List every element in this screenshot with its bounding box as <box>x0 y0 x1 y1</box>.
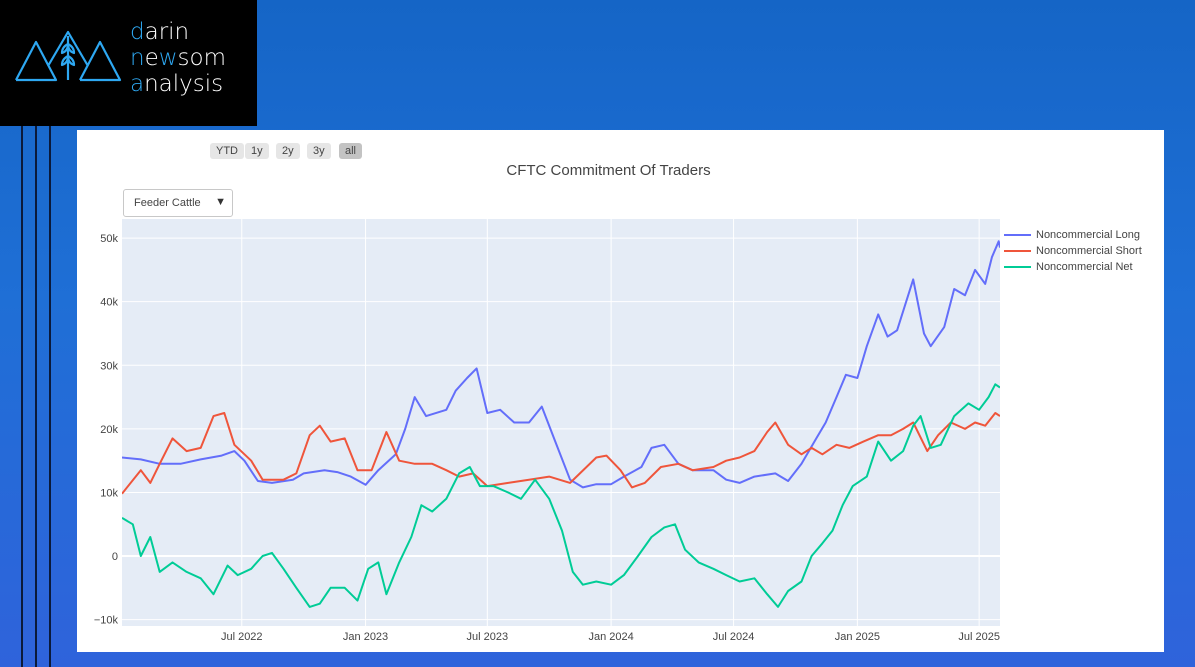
brand-wordmark: darin newsom analysis <box>130 19 227 97</box>
y-tick-label: 50k <box>100 233 118 245</box>
legend-item[interactable]: Noncommercial Short <box>1004 243 1142 259</box>
legend-label: Noncommercial Long <box>1036 229 1140 241</box>
x-tick-label: Jul 2025 <box>958 631 1000 643</box>
x-tick-label: Jul 2023 <box>467 631 509 643</box>
plot-area <box>122 219 1000 626</box>
range-button-ytd[interactable]: YTD <box>210 143 244 159</box>
caret-down-icon: ▼ <box>215 196 226 208</box>
decor-line-1 <box>21 126 23 667</box>
legend-swatch <box>1004 250 1031 252</box>
commodity-dropdown[interactable]: Feeder Cattle ▼ <box>123 189 233 217</box>
x-tick-label: Jan 2024 <box>588 631 633 643</box>
x-tick-label: Jul 2022 <box>221 631 263 643</box>
y-tick-label: 10k <box>100 487 118 499</box>
range-button-all[interactable]: all <box>339 143 363 159</box>
y-tick-label: 20k <box>100 424 118 436</box>
legend-item[interactable]: Noncommercial Net <box>1004 259 1142 275</box>
mountain-wheat-logo-icon <box>15 30 122 82</box>
chart-legend: Noncommercial Long Noncommercial Short Non… <box>1004 227 1142 275</box>
cot-line-chart: 50k 40k 30k 20k 10k 0 −10k Jul 2022 Jan 2023 Jul … <box>94 219 1000 643</box>
series-line-1 <box>122 240 1000 489</box>
series-line-2 <box>122 412 1000 495</box>
y-tick-label: 40k <box>100 297 118 309</box>
decor-line-3 <box>49 126 51 667</box>
decor-line-2 <box>35 126 37 667</box>
range-button-3y[interactable]: 3y <box>307 143 331 159</box>
legend-label: Noncommercial Net <box>1036 261 1133 273</box>
legend-swatch <box>1004 266 1031 268</box>
y-tick-label: 0 <box>112 551 118 563</box>
dropdown-selected-value: Feeder Cattle <box>134 197 201 209</box>
legend-label: Noncommercial Short <box>1036 245 1142 257</box>
range-button-2y[interactable]: 2y <box>276 143 300 159</box>
chart-panel: 50k 40k 30k 20k 10k 0 −10k Jul 2022 Jan 2023 Jul … <box>77 130 1164 652</box>
chart-title: CFTC Commitment Of Traders <box>506 162 711 179</box>
grid <box>122 219 1000 626</box>
series-line-3 <box>122 383 1000 608</box>
x-tick-label: Jan 2025 <box>835 631 880 643</box>
range-button-1y[interactable]: 1y <box>245 143 269 159</box>
legend-item[interactable]: Noncommercial Long <box>1004 227 1142 243</box>
legend-swatch <box>1004 234 1031 236</box>
x-tick-label: Jul 2024 <box>713 631 755 643</box>
y-tick-label: −10k <box>94 615 119 627</box>
y-tick-label: 30k <box>100 360 118 372</box>
x-tick-label: Jan 2023 <box>343 631 388 643</box>
brand-logo: darin newsom analysis <box>0 0 257 126</box>
